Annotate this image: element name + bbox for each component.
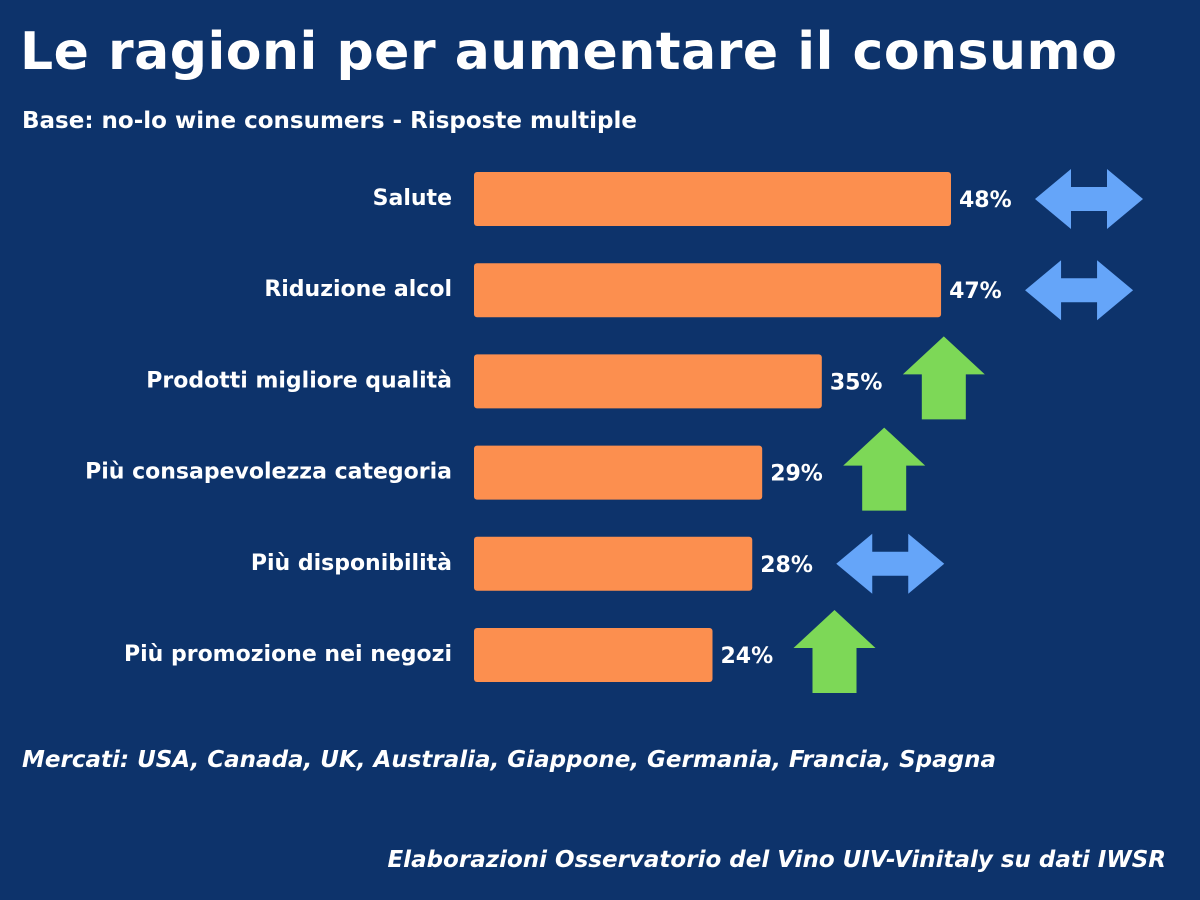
category-label: Riduzione alcol <box>264 277 452 302</box>
category-label: Più consapevolezza categoria <box>85 460 452 485</box>
value-label: 29% <box>770 462 823 487</box>
bar <box>474 628 713 682</box>
bar <box>474 263 942 318</box>
bar <box>474 445 763 500</box>
category-label: Più promozione nei negozi <box>124 642 452 667</box>
chart-subtitle: Base: no-lo wine consumers - Risposte mu… <box>22 108 637 134</box>
bar <box>474 172 951 226</box>
double-arrow-icon <box>1025 260 1134 321</box>
source-note: Elaborazioni Osservatorio del Vino UIV-V… <box>387 847 1166 873</box>
category-label: Salute <box>373 186 452 211</box>
bar <box>474 354 822 409</box>
up-arrow-icon <box>793 610 876 693</box>
markets-note: Mercati: USA, Canada, UK, Australia, Gia… <box>22 747 996 773</box>
double-arrow-icon <box>836 533 945 594</box>
value-label: 28% <box>760 553 813 578</box>
double-arrow-icon <box>1035 169 1143 229</box>
value-label: 48% <box>959 188 1012 213</box>
category-label: Più disponibilità <box>251 551 452 576</box>
up-arrow-icon <box>843 427 926 511</box>
value-label: 24% <box>721 644 774 669</box>
category-label: Prodotti migliore qualità <box>146 368 452 393</box>
chart-title: Le ragioni per aumentare il consumo <box>20 22 1118 82</box>
value-label: 47% <box>949 279 1002 304</box>
value-label: 35% <box>830 370 883 395</box>
up-arrow-icon <box>902 336 985 420</box>
bar <box>474 536 753 591</box>
